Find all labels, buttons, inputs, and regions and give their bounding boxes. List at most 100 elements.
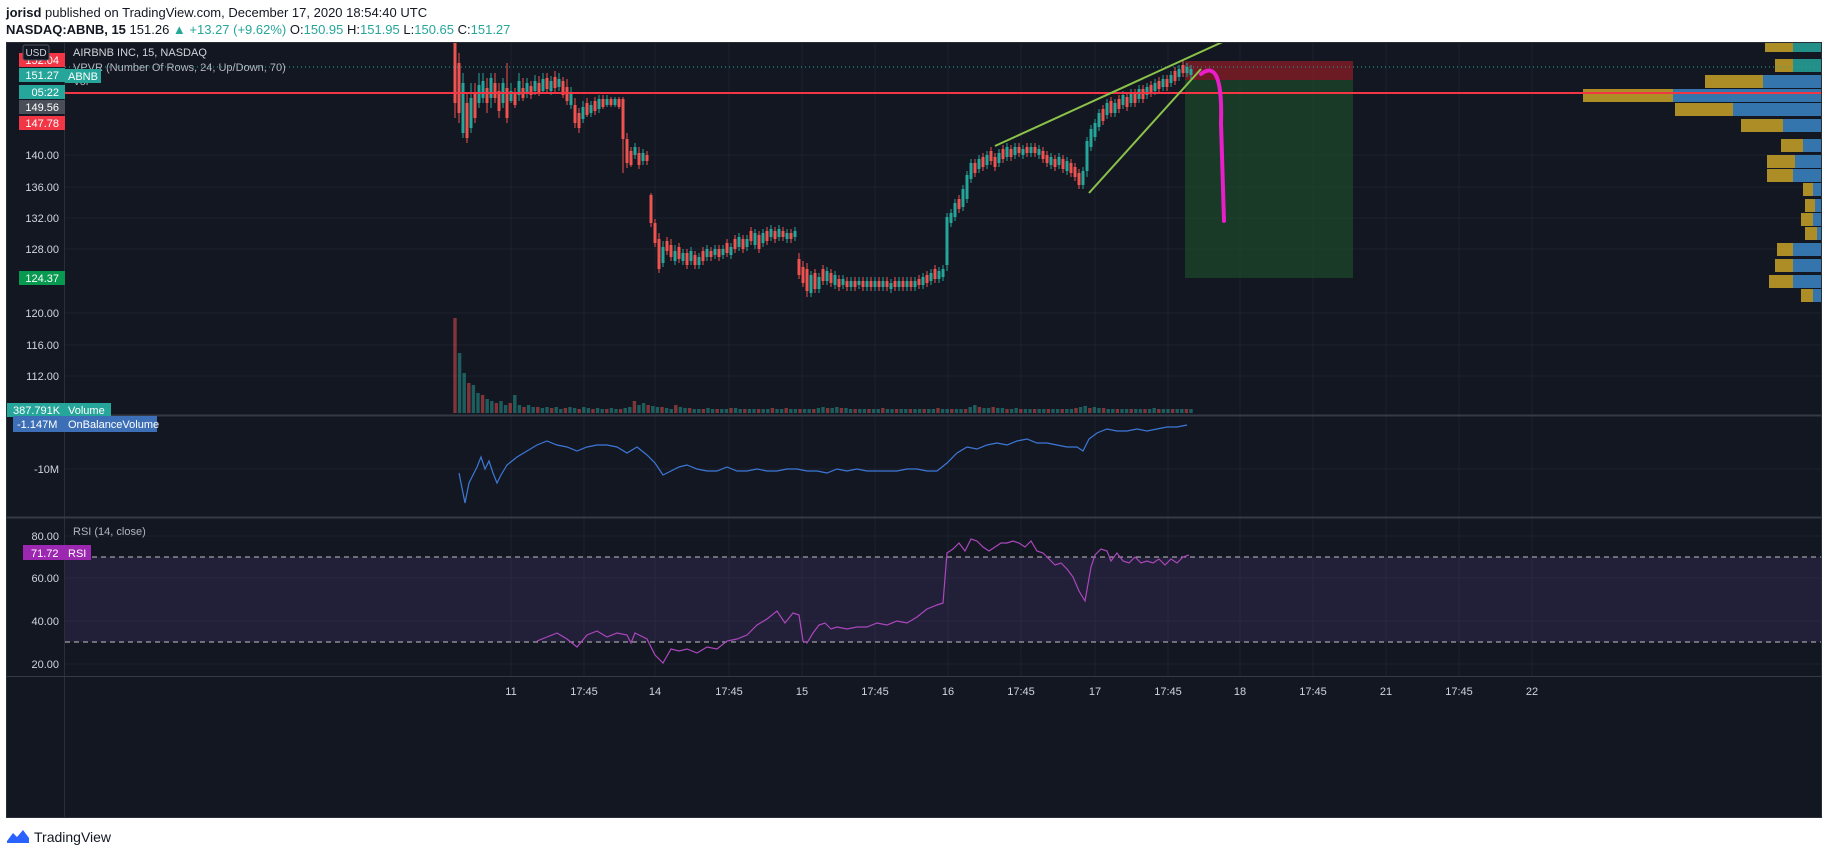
vpvr-row-down (1741, 119, 1783, 132)
short-position-target-zone[interactable] (1185, 80, 1353, 278)
candle-body (469, 98, 473, 128)
volume-bar (802, 409, 807, 413)
candle-body (1085, 141, 1089, 171)
candle-body (969, 163, 973, 179)
candle-body (465, 103, 469, 138)
volume-bar (1120, 409, 1124, 413)
short-position-stop-zone[interactable] (1185, 61, 1353, 80)
price-tick-label: 120.00 (25, 308, 59, 320)
volume-bar (945, 409, 949, 413)
rsi-label: RSI (68, 548, 86, 560)
volume-bar (609, 408, 614, 413)
candle-body (801, 267, 805, 283)
rsi-label-badge (65, 545, 91, 560)
symbol-legend[interactable]: AIRBNB INC, 15, NASDAQ (73, 47, 207, 59)
candle-body (1125, 97, 1129, 107)
volume-bar (1000, 408, 1005, 413)
rsi-tick-label: 40.00 (31, 616, 59, 628)
wedge-lower-line[interactable] (1088, 68, 1202, 194)
volume-bar (646, 405, 650, 413)
candle-body (1117, 99, 1121, 109)
candle-body (913, 281, 917, 287)
candle-body (665, 241, 669, 251)
volume-bar (1129, 409, 1133, 413)
candle-body (841, 279, 845, 285)
price-label-text: 147.78 (25, 118, 59, 130)
projection-arrow[interactable] (1199, 68, 1226, 223)
currency-badge[interactable] (22, 44, 50, 61)
vpvr-row-down (1801, 289, 1813, 302)
candle-body (833, 275, 837, 285)
candle-body (681, 253, 685, 261)
candle-body (993, 157, 997, 167)
vpvr-row-down (1705, 75, 1763, 88)
price-label-box (19, 68, 65, 82)
volume-bar (683, 408, 687, 413)
volume-bar (697, 409, 701, 413)
volume-bar (1065, 409, 1069, 413)
volume-bar (977, 407, 982, 413)
volume-bar (1092, 407, 1097, 413)
candle-body (853, 281, 857, 287)
time-tick-label: 17:45 (1445, 686, 1473, 698)
price-tick-label: 132.00 (25, 213, 59, 225)
volume-bar (1124, 409, 1129, 413)
volume-bar (761, 409, 765, 413)
wedge-upper-line[interactable] (994, 43, 1229, 147)
rsi-axis-labels: 80.00 60.00 40.00 20.00 (31, 531, 59, 671)
time-tick-label: 11 (505, 686, 516, 698)
candle-body (1129, 93, 1133, 103)
tradingview-logo-icon[interactable] (6, 827, 30, 845)
volume-bar (485, 399, 489, 413)
vpvr-legend[interactable]: VPVR (Number Of Rows, 24, Up/Down, 70) (73, 62, 286, 74)
volume-bar (821, 407, 825, 413)
price-label-text: 149.56 (25, 102, 59, 114)
vpvr-row-down (1775, 59, 1793, 72)
candle-body (485, 88, 489, 103)
candle-body (897, 281, 901, 287)
author-name[interactable]: jorisd (6, 5, 42, 20)
candle-body (641, 153, 645, 161)
volume-bar (950, 409, 954, 413)
candle-body (1053, 159, 1057, 167)
candle-body (533, 81, 537, 91)
obv-label-badge (65, 416, 157, 432)
candle-body (637, 153, 641, 165)
volume-bar (517, 405, 522, 413)
time-tick-label: 22 (1526, 686, 1538, 698)
candle-body (661, 247, 665, 263)
chart-canvas[interactable]: AIRBNB INC, 15, NASDAQ VPVR (Number Of R… (7, 43, 1822, 818)
candle-body (693, 255, 697, 265)
candle-body (989, 151, 993, 161)
volume-bar (536, 407, 540, 413)
volume-bar (522, 407, 526, 413)
volume-profile[interactable] (1583, 43, 1822, 302)
candle-body (573, 105, 577, 123)
candlestick-series[interactable] (453, 43, 1193, 297)
time-tick-label: 17:45 (570, 686, 598, 698)
candle-body (761, 233, 765, 243)
candle-body (1057, 157, 1061, 165)
candle-body (737, 237, 741, 247)
candle-body (457, 63, 461, 113)
volume-bar (908, 409, 913, 413)
candle-body (525, 83, 529, 93)
vpvr-row-down (1805, 227, 1817, 240)
time-axis-labels[interactable]: 11 17:45 14 17:45 15 17:45 16 17:45 17 17:45 18 17:… (505, 686, 1538, 698)
rsi-legend[interactable]: RSI (14, close) (73, 526, 146, 538)
candle-body (769, 229, 773, 237)
time-tick-label: 17:45 (715, 686, 743, 698)
candle-body (1105, 103, 1109, 115)
candle-body (805, 269, 809, 291)
candle-body (865, 281, 869, 287)
time-tick-label: 17:45 (1299, 686, 1327, 698)
rsi-tick-label: 60.00 (31, 573, 59, 585)
brand-name[interactable]: TradingView (34, 829, 112, 845)
vpvr-row-down (1769, 275, 1793, 288)
chart-area[interactable]: AIRBNB INC, 15, NASDAQ VPVR (Number Of R… (6, 42, 1822, 818)
volume-bar (738, 409, 742, 413)
vpvr-row-up (1763, 75, 1821, 88)
candle-body (1173, 71, 1177, 81)
volume-bar (1180, 409, 1184, 413)
vpvr-row-up (1793, 259, 1821, 272)
